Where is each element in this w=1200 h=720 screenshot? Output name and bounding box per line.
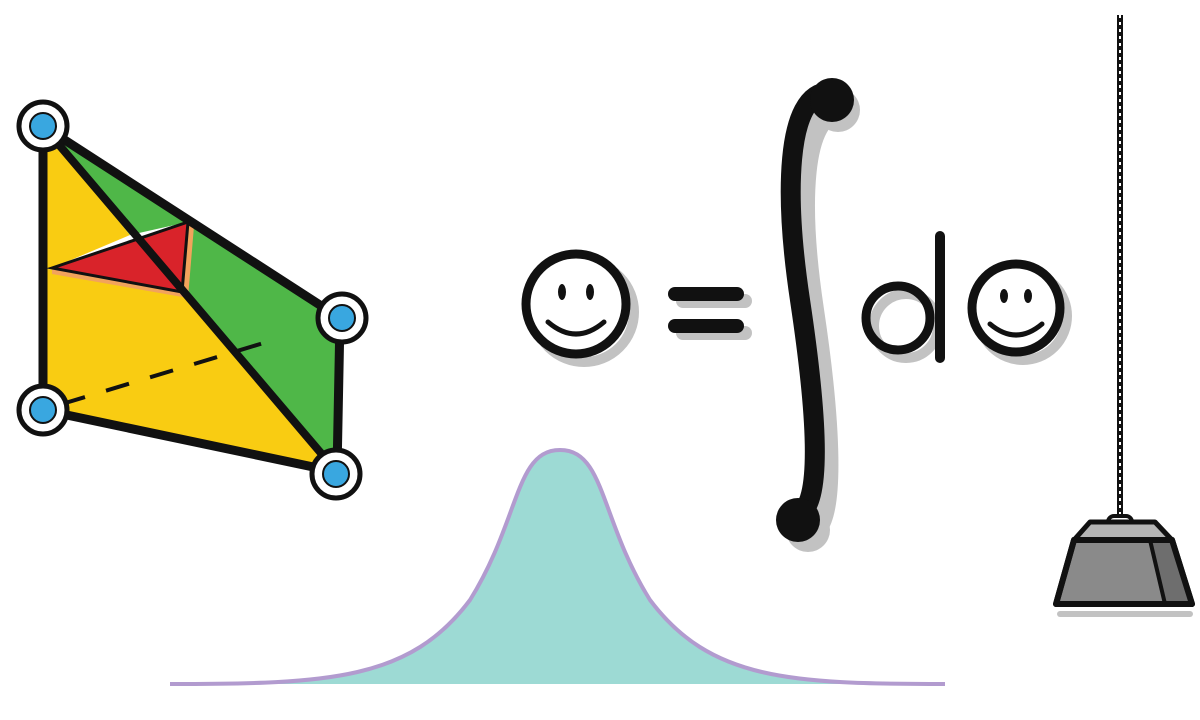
integral-sign-icon: [776, 78, 860, 552]
hanging-weight-icon: [1053, 15, 1195, 617]
red-inner-triangle: [46, 219, 190, 294]
yellow-region-left: [43, 126, 130, 268]
polygon-diagonal: [39, 122, 341, 476]
vertex-top-left-icon: [16, 99, 70, 153]
smiley-face-icon: [521, 249, 639, 367]
vertex-bottom-left-icon: [16, 383, 70, 437]
bell-curve-icon: [169, 447, 946, 686]
differential-d-icon: [861, 231, 945, 363]
green-region-right: [182, 222, 340, 472]
vertex-bottom-right-icon: [309, 447, 363, 501]
equals-sign-icon: [668, 287, 752, 340]
smiley-face-icon: [967, 259, 1072, 365]
triangulated-polygon-icon: [16, 99, 369, 501]
dashed-hidden-edge: [61, 336, 281, 406]
orange-edge-strip: [52, 222, 194, 298]
vertex-right-icon: [315, 291, 369, 345]
